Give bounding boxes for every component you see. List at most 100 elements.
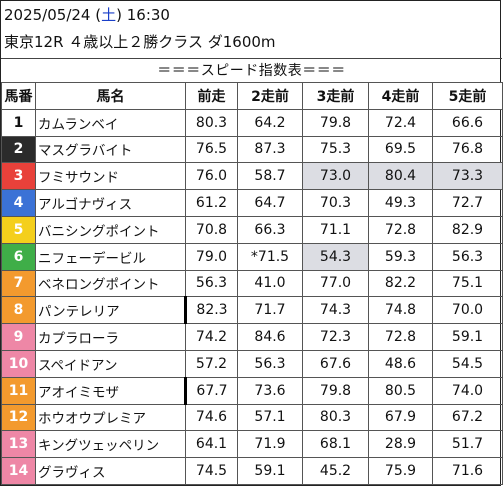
horse-number: 6 [1,242,36,271]
speed-index-cell: 54.3 [302,242,369,271]
speed-index-cell: 80.3 [302,403,369,432]
horse-number: 10 [1,349,36,378]
header-horse-name: 馬名 [35,82,186,110]
speed-index-cell: 69.5 [368,135,433,164]
table-row: 3 フミサウンド 76.0 58.7 73.0 80.4 73.3 [1,162,503,191]
table-row: 1 カムランベイ 80.3 64.2 79.8 72.4 66.6 [1,108,503,137]
speed-index-cell: 67.7 [185,376,238,405]
race-day-of-week: 土 [101,6,117,24]
horse-name: ホウオウプレミア [35,403,186,432]
speed-index-cell: 79.8 [302,376,369,405]
speed-index-cell: 74.2 [185,323,238,351]
table-row: 9 カプラローラ 74.2 84.6 72.3 72.8 59.1 [1,323,503,351]
speed-index-cell: 66.6 [432,108,503,137]
horse-name: マスグラバイト [35,135,186,164]
horse-number: 11 [1,376,36,405]
horse-number: 13 [1,430,36,459]
speed-index-cell: 67.6 [302,349,369,378]
speed-index-cell: 75.3 [302,135,369,164]
speed-index-cell: 80.3 [185,108,238,137]
table-header-row: 馬番 馬名 前走 2走前 3走前 4走前 5走前 [1,82,503,110]
speed-index-cell: 72.4 [368,108,433,137]
speed-index-cell: 80.5 [368,376,433,405]
speed-index-cell: 59.3 [368,242,433,271]
speed-index-table: 馬番 馬名 前走 2走前 3走前 4走前 5走前 1 カムランベイ 80.3 64.2… [1,82,503,485]
table-subtitle: ＝＝＝スピード指数表＝＝＝ [1,58,502,83]
table-row: 6 ニフェーデービル 79.0 *71.5 54.3 59.3 56.3 [1,242,503,271]
horse-number: 5 [1,215,36,244]
speed-index-cell: 57.1 [237,403,303,432]
header-3-races-ago: 3走前 [302,82,369,110]
speed-index-cell: 72.8 [368,323,433,351]
table-row: 14 グラヴィス 74.5 59.1 45.2 75.9 71.6 [1,457,503,485]
horse-name: パンテレリア [35,296,187,325]
horse-number: 1 [1,108,36,137]
speed-index-cell: *71.5 [237,242,303,271]
horse-number: 3 [1,162,36,191]
horse-name: キングツェッペリン [35,430,186,459]
speed-index-cell: 84.6 [237,323,303,351]
speed-index-cell: 77.0 [302,269,369,298]
speed-index-cell: 70.8 [185,215,238,244]
speed-index-cell: 72.8 [368,215,433,244]
speed-index-cell: 73.6 [237,376,303,405]
table-row: 12 ホウオウプレミア 74.6 57.1 80.3 67.9 67.2 [1,403,503,432]
horse-name: アルゴナヴィス [35,189,186,217]
speed-index-cell: 64.2 [237,108,303,137]
horse-name: グラヴィス [35,457,186,485]
race-date-line: 2025/05/24 (土) 16:30 [4,6,170,24]
horse-name: フミサウンド [35,162,186,191]
speed-index-cell: 54.5 [432,349,503,378]
speed-index-cell: 80.4 [368,162,433,191]
table-row: 11 アオイミモザ 67.7 73.6 79.8 80.5 74.0 [1,376,503,405]
horse-name: アオイミモザ [35,376,187,405]
table-body: 1 カムランベイ 80.3 64.2 79.8 72.4 66.6 2 マスグラバイト 76.5 8… [1,108,503,485]
header-horse-number: 馬番 [1,82,36,110]
header-4-races-ago: 4走前 [368,82,433,110]
horse-name: カムランベイ [35,108,186,137]
horse-number: 9 [1,323,36,351]
horse-name: スペイドアン [35,349,186,378]
horse-number: 2 [1,135,36,164]
speed-index-cell: 76.8 [432,135,503,164]
speed-index-cell: 59.1 [237,457,303,485]
horse-name: ニフェーデービル [35,242,186,271]
speed-index-cell: 79.0 [185,242,238,271]
speed-index-cell: 45.2 [302,457,369,485]
speed-index-cell: 64.7 [237,189,303,217]
horse-number: 12 [1,403,36,432]
speed-index-cell: 74.3 [302,296,369,325]
speed-index-cell: 75.1 [432,269,503,298]
speed-index-cell: 64.1 [185,430,238,459]
speed-index-cell: 28.9 [368,430,433,459]
horse-name: バニシングポイント [35,215,186,244]
speed-index-cell: 82.9 [432,215,503,244]
header-last-race: 前走 [185,82,238,110]
speed-index-cell: 71.1 [302,215,369,244]
speed-index-cell: 51.7 [432,430,503,459]
speed-index-cell: 56.3 [237,349,303,378]
horse-number: 14 [1,457,36,485]
speed-index-cell: 76.0 [185,162,238,191]
speed-index-cell: 57.2 [185,349,238,378]
speed-index-cell: 74.5 [185,457,238,485]
race-time: 16:30 [121,6,170,24]
speed-index-cell: 87.3 [237,135,303,164]
speed-index-cell: 61.2 [185,189,238,217]
speed-index-cell: 71.9 [237,430,303,459]
speed-index-cell: 58.7 [237,162,303,191]
horse-number: 8 [1,296,36,325]
speed-index-cell: 66.3 [237,215,303,244]
speed-index-cell: 59.1 [432,323,503,351]
horse-number: 7 [1,269,36,298]
table-row: 13 キングツェッペリン 64.1 71.9 68.1 28.9 51.7 [1,430,503,459]
horse-name: カプラローラ [35,323,186,351]
speed-index-cell: 79.8 [302,108,369,137]
header-5-races-ago: 5走前 [432,82,503,110]
speed-index-cell: 82.2 [368,269,433,298]
speed-index-cell: 72.3 [302,323,369,351]
dow-close: ) [116,6,122,24]
speed-index-cell: 56.3 [432,242,503,271]
table-row: 8 パンテレリア 82.3 71.7 74.3 74.8 70.0 [1,296,503,325]
